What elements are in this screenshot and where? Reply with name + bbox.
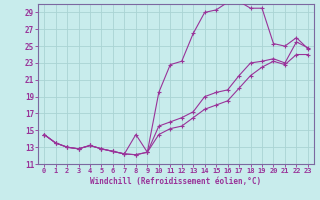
X-axis label: Windchill (Refroidissement éolien,°C): Windchill (Refroidissement éolien,°C) bbox=[91, 177, 261, 186]
